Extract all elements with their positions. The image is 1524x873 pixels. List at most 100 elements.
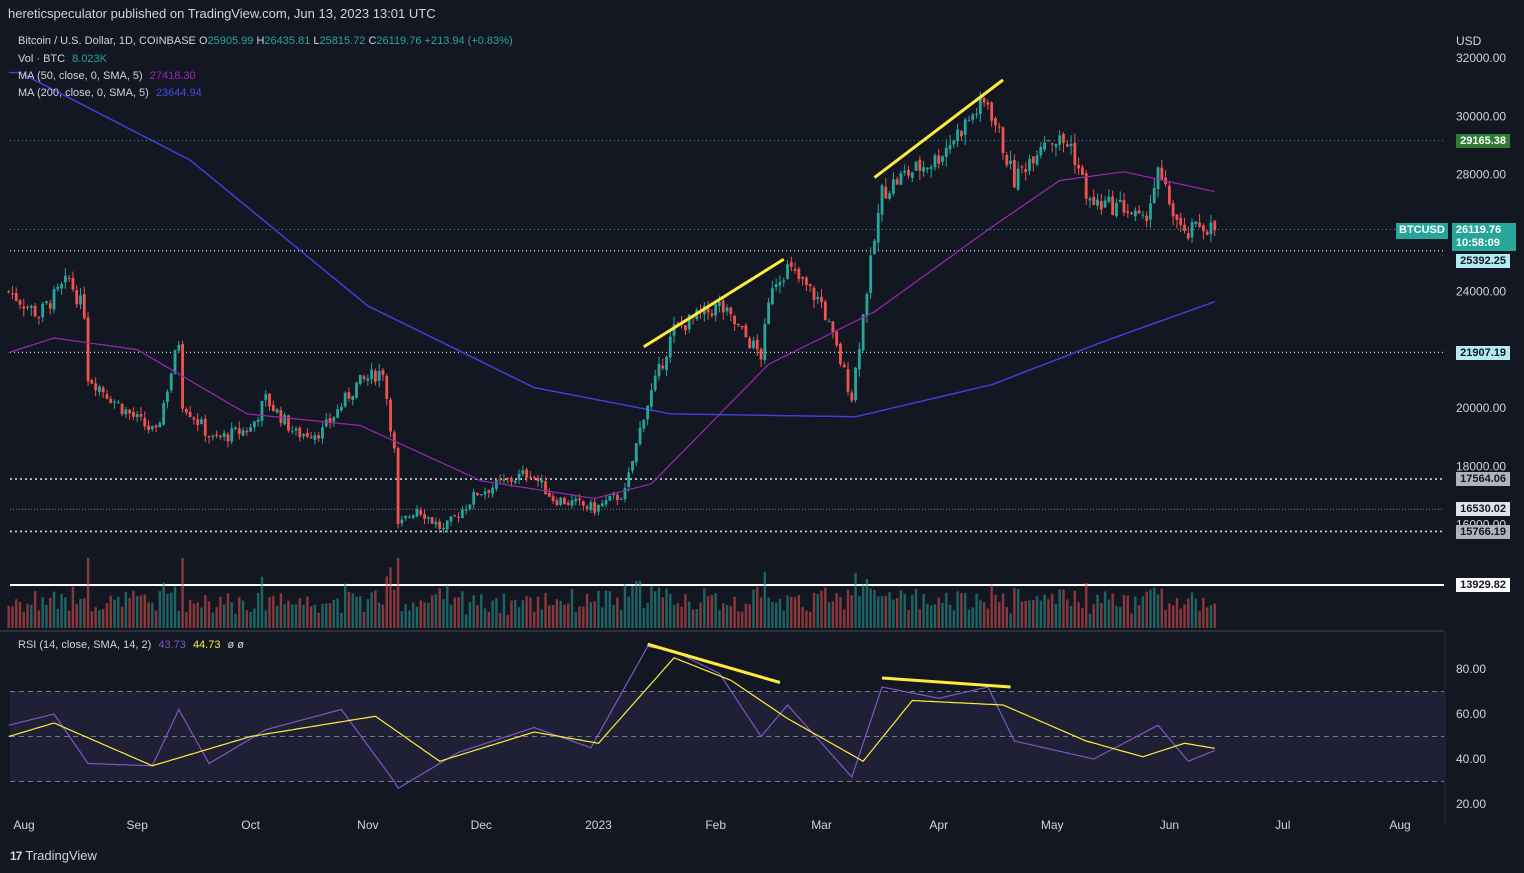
volume-bar (937, 597, 940, 628)
candle-body (1020, 166, 1024, 168)
month-label: Dec (471, 818, 492, 832)
volume-bar (642, 608, 646, 628)
volume-bar (786, 595, 789, 628)
volume-bar (351, 593, 354, 628)
candle-body (1099, 201, 1103, 210)
candle-body (154, 425, 158, 428)
volume-bar (1009, 613, 1012, 628)
volume-bar (120, 606, 124, 628)
month-label: Jul (1275, 818, 1290, 832)
volume-bar (831, 601, 835, 628)
candle-body (933, 155, 937, 168)
candle-body (1005, 154, 1009, 166)
candle-body (264, 394, 268, 401)
candle-body (948, 144, 952, 150)
volume-bar (366, 599, 370, 628)
volume-bar (1187, 598, 1190, 628)
volume-bar (952, 610, 956, 628)
candle-body (736, 323, 740, 326)
candle-body (287, 415, 290, 431)
volume-bar (514, 600, 517, 628)
candle-body (1156, 167, 1160, 189)
candle-body (1043, 142, 1047, 150)
volume-bar (279, 593, 283, 628)
volume-bar (1134, 596, 1137, 628)
volume-bar (272, 595, 275, 628)
tradingview-brand: TradingView (25, 848, 97, 863)
volume-bar (858, 596, 861, 628)
candle-body (302, 433, 305, 437)
candle-body (502, 479, 506, 481)
month-label: Nov (357, 818, 378, 832)
candle-body (687, 314, 691, 330)
volume-bar (498, 613, 502, 628)
level-tag-17564: 17564.06 (1456, 472, 1510, 486)
volume-bar (922, 593, 925, 628)
volume-bar (1013, 587, 1016, 628)
candle-body (1186, 233, 1190, 239)
volume-bar (415, 606, 419, 628)
volume-bar (926, 603, 929, 628)
volume-bar (173, 586, 177, 628)
volume-bar (941, 602, 944, 628)
candle-body (755, 339, 759, 350)
volume-bar (593, 600, 596, 628)
volume-bar (1039, 600, 1043, 628)
candle-body (305, 433, 309, 437)
candle-body (888, 193, 891, 199)
candle-body (188, 411, 192, 418)
low-label: L (313, 35, 320, 47)
volume-bar (510, 600, 513, 628)
candle-body (203, 418, 207, 436)
volume-bar (1077, 602, 1080, 628)
volume-bar (192, 603, 196, 628)
price-tick-label: 18000.00 (1456, 459, 1506, 473)
candle-body (1152, 187, 1156, 203)
candle-body (994, 118, 997, 126)
candle-body (925, 167, 929, 170)
candle-body (820, 296, 823, 303)
candle-body (944, 147, 948, 157)
volume-bar (1066, 599, 1069, 628)
candle-body (619, 499, 623, 501)
volume-bar (563, 604, 566, 628)
candle-body (324, 419, 328, 427)
candle-body (41, 303, 45, 318)
volume-bar (865, 579, 869, 628)
trend-line-4 (881, 676, 1011, 689)
volume-bar (434, 594, 438, 628)
volume-bar (381, 604, 385, 628)
candle-body (506, 478, 510, 480)
volume-bar (64, 597, 67, 628)
candle-body (842, 364, 846, 368)
tradingview-footer[interactable]: 17 TradingView (10, 848, 97, 863)
candle-body (177, 344, 181, 351)
volume-bar (336, 598, 339, 628)
candle-body (978, 97, 982, 114)
volume-bar (408, 610, 411, 628)
volume-bar (1153, 587, 1156, 628)
volume-bar (1156, 594, 1160, 628)
volume-bar (468, 602, 472, 628)
candle-body (986, 102, 990, 105)
volume-bar (990, 584, 993, 628)
candle-body (1084, 173, 1088, 199)
candle-body (162, 402, 166, 425)
candle-body (748, 338, 752, 349)
candle-body (226, 434, 230, 442)
volume-bar (1043, 594, 1046, 628)
rsi-tick-label: 20.00 (1456, 797, 1486, 811)
volume-bar (181, 558, 184, 628)
candle-body (14, 292, 18, 301)
volume-bar (680, 606, 683, 628)
candle-body (498, 479, 502, 481)
ma200-value: 23644.94 (155, 87, 202, 99)
volume-bar (154, 610, 158, 628)
volume-bar (11, 606, 14, 628)
candle-body (653, 375, 657, 391)
candle-body (351, 395, 355, 401)
month-label: Oct (241, 818, 260, 832)
volume-bar (268, 597, 271, 628)
candle-body (805, 277, 808, 286)
